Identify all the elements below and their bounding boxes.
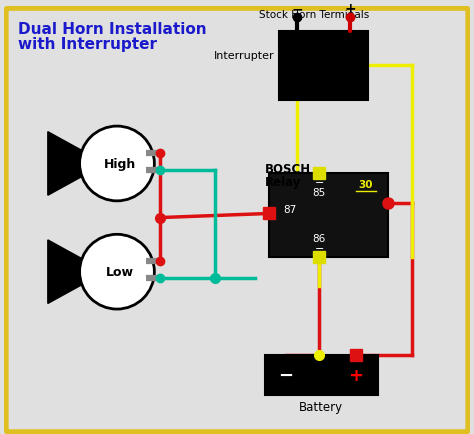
Bar <box>264 355 378 395</box>
Text: 87: 87 <box>283 204 296 214</box>
Text: −: − <box>314 243 324 253</box>
Text: BOSCH: BOSCH <box>264 162 310 175</box>
Circle shape <box>80 235 155 309</box>
Polygon shape <box>48 132 85 196</box>
Circle shape <box>80 127 155 201</box>
Text: with Interrupter: with Interrupter <box>18 36 156 52</box>
Text: −: − <box>291 2 303 16</box>
Bar <box>279 32 368 100</box>
Polygon shape <box>48 240 85 304</box>
Text: +: + <box>348 366 364 384</box>
Text: −: − <box>314 178 324 188</box>
Text: High: High <box>104 158 136 171</box>
Text: 30: 30 <box>359 179 373 189</box>
Text: Low: Low <box>106 266 134 279</box>
Text: −: − <box>279 366 294 384</box>
Bar <box>269 174 388 257</box>
FancyBboxPatch shape <box>6 9 468 432</box>
Text: +: + <box>344 2 356 16</box>
Text: Battery: Battery <box>299 400 343 413</box>
Text: 85: 85 <box>312 187 326 197</box>
Text: Stock Horn Terminals: Stock Horn Terminals <box>259 10 369 20</box>
Text: Dual Horn Installation: Dual Horn Installation <box>18 22 206 37</box>
Text: Relay: Relay <box>264 176 301 189</box>
Text: Interrupter: Interrupter <box>214 51 274 61</box>
Text: 86: 86 <box>312 233 326 243</box>
